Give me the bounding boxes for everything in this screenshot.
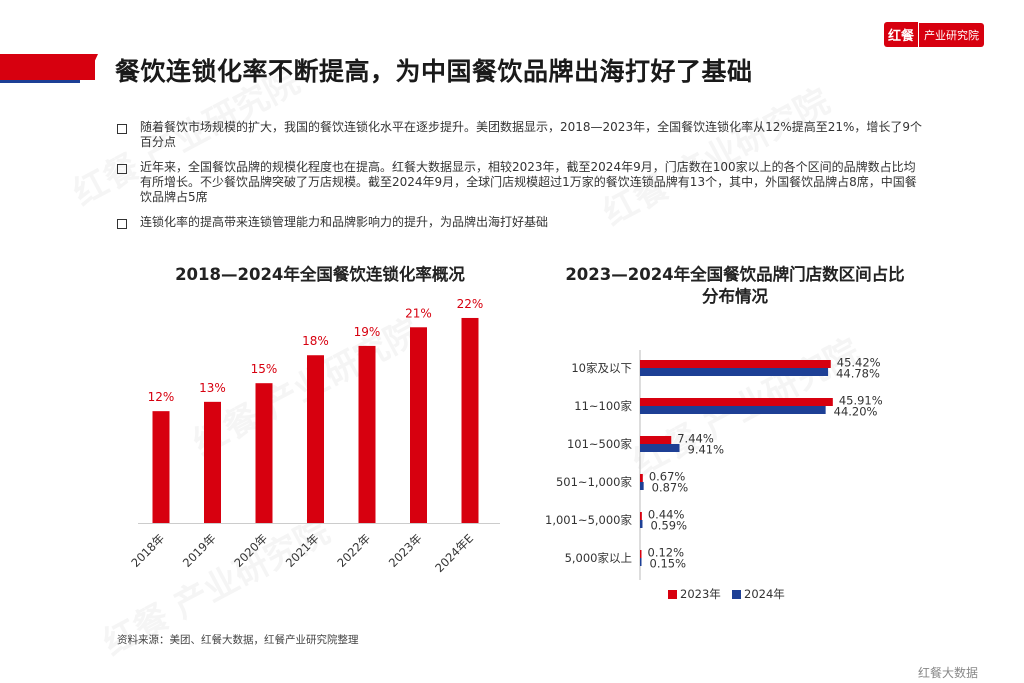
bar: [204, 401, 221, 523]
bar: [640, 520, 643, 528]
data-label: 45.91%: [839, 394, 883, 408]
bullet-square-icon: [117, 124, 127, 134]
bar: [640, 436, 672, 444]
data-label: 44.78%: [836, 367, 880, 381]
bar: [640, 360, 831, 368]
bar: [410, 327, 427, 523]
bullet-square-icon: [117, 219, 127, 229]
bar: [152, 411, 170, 523]
legend-swatch: [668, 590, 677, 599]
data-label: 0.15%: [650, 557, 687, 571]
bar: [640, 512, 642, 520]
bullet-item: 连锁化率的提高带来连锁管理能力和品牌影响力的提升，为品牌出海打好基础: [117, 215, 927, 230]
y-tick-label: 1,001~5,000家: [545, 513, 632, 527]
source-note: 资料来源：美团、红餐大数据，红餐产业研究院整理: [117, 634, 359, 646]
legend-swatch: [732, 590, 741, 599]
data-label: 9.41%: [688, 443, 725, 457]
bar: [640, 398, 833, 406]
footer-brand: 红餐大数据: [918, 666, 979, 680]
page-title: 餐饮连锁化率不断提高，为中国餐饮品牌出海打好了基础: [115, 57, 753, 86]
bar: [255, 383, 273, 523]
y-tick-label: 11~100家: [574, 399, 632, 413]
bullet-item: 随着餐饮市场规模的扩大，我国的餐饮连锁化水平在逐步提升。美团数据显示，2018—…: [117, 120, 927, 150]
y-tick-label: 5,000家以上: [565, 551, 632, 565]
data-label: 13%: [199, 381, 226, 395]
chart1-title: 2018—2024年全国餐饮连锁化率概况: [175, 265, 465, 284]
legend-label: 2024年: [744, 587, 785, 601]
data-label: 45.42%: [837, 356, 881, 370]
y-tick-label: 101~500家: [567, 437, 633, 451]
bullet-text: 连锁化率的提高带来连锁管理能力和品牌影响力的提升，为品牌出海打好基础: [140, 215, 549, 229]
logo-text: 产业研究院: [918, 22, 985, 47]
data-label: 19%: [354, 325, 381, 339]
chart2-title: 2023—2024年全国餐饮品牌门店数区间占比 分布情况: [530, 264, 940, 308]
header-accent-bar: [0, 54, 95, 80]
data-label: 0.87%: [652, 481, 689, 495]
logo-mark: 红餐: [884, 22, 919, 47]
bar: [640, 444, 680, 452]
chart2-title-line2: 分布情况: [702, 287, 768, 306]
data-label: 7.44%: [677, 432, 714, 446]
bar: [640, 406, 826, 414]
bar: [640, 368, 829, 376]
data-label: 0.67%: [649, 470, 686, 484]
data-label: 22%: [457, 297, 484, 311]
data-label: 18%: [302, 334, 329, 348]
bullet-text: 随着餐饮市场规模的扩大，我国的餐饮连锁化水平在逐步提升。美团数据显示，2018—…: [140, 120, 923, 149]
data-label: 0.44%: [648, 508, 685, 522]
header-accent-line: [0, 80, 80, 83]
bar: [461, 317, 479, 523]
y-tick-label: 10家及以下: [571, 361, 632, 375]
bar: [358, 345, 376, 523]
data-label: 0.12%: [648, 546, 685, 560]
header-accent-slant: [86, 54, 98, 80]
legend-label: 2023年: [680, 587, 721, 601]
y-tick-label: 501~1,000家: [556, 475, 633, 489]
bullet-square-icon: [117, 164, 127, 174]
data-label: 0.59%: [650, 519, 687, 533]
bullet-item: 近年来，全国餐饮品牌的规模化程度也在提高。红餐大数据显示，相较2023年，截至2…: [117, 160, 927, 205]
bar: [640, 558, 642, 566]
data-label: 44.20%: [834, 405, 878, 419]
bar: [640, 474, 643, 482]
brand-logo: 红餐 产业研究院: [884, 22, 985, 47]
bullet-text: 近年来，全国餐饮品牌的规模化程度也在提高。红餐大数据显示，相较2023年，截至2…: [140, 160, 917, 204]
data-label: 21%: [405, 306, 432, 320]
data-label: 15%: [251, 362, 278, 376]
bullet-list: 随着餐饮市场规模的扩大，我国的餐饮连锁化水平在逐步提升。美团数据显示，2018—…: [117, 120, 927, 240]
bar: [307, 355, 324, 523]
data-label: 12%: [148, 390, 175, 404]
bar: [640, 482, 644, 490]
chart2-title-line1: 2023—2024年全国餐饮品牌门店数区间占比: [565, 265, 905, 284]
bar: [640, 550, 642, 558]
